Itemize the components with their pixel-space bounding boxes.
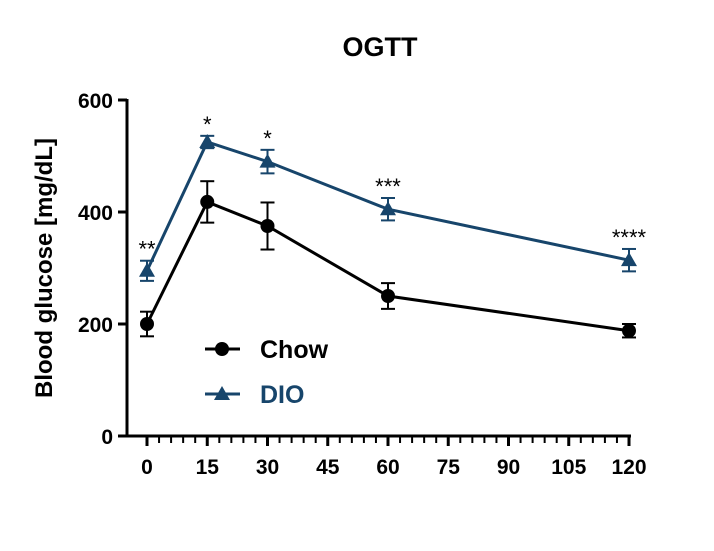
significance-label: ** bbox=[138, 237, 156, 262]
data-point bbox=[621, 252, 637, 267]
axes: 0 200 400 600 0 15 30 45 60 75 90 105 120 bbox=[78, 90, 647, 479]
legend-label: Chow bbox=[260, 336, 329, 364]
chart-title: OGTT bbox=[343, 32, 418, 62]
data-point bbox=[139, 262, 155, 277]
significance-label: * bbox=[263, 126, 272, 151]
legend-label: DIO bbox=[260, 381, 304, 409]
triangle-marker-icon bbox=[214, 386, 230, 400]
x-tick-label: 0 bbox=[141, 456, 153, 479]
circle-marker-icon bbox=[215, 342, 229, 356]
series-chow bbox=[140, 180, 636, 339]
x-tick-label: 45 bbox=[316, 456, 340, 479]
y-tick-label: 400 bbox=[78, 202, 113, 225]
data-point bbox=[260, 219, 275, 233]
data-point bbox=[259, 153, 276, 168]
legend-item-chow: Chow bbox=[205, 336, 329, 364]
x-tick-label: 60 bbox=[376, 456, 399, 479]
significance-label: **** bbox=[612, 225, 647, 250]
plot-area: *********** bbox=[138, 112, 647, 339]
x-tick-label: 30 bbox=[256, 456, 279, 479]
x-tick-label: 120 bbox=[611, 456, 646, 479]
x-tick-label: 75 bbox=[437, 456, 461, 479]
x-tick-label: 15 bbox=[196, 456, 220, 479]
y-tick-label: 0 bbox=[101, 426, 113, 449]
data-point bbox=[200, 194, 215, 209]
data-point bbox=[380, 201, 396, 216]
y-tick-label: 200 bbox=[78, 314, 113, 337]
x-tick-label: 90 bbox=[497, 456, 520, 479]
y-tick-label: 600 bbox=[78, 90, 113, 113]
data-point bbox=[381, 289, 395, 303]
x-tick-label: 105 bbox=[551, 456, 586, 479]
legend-item-dio: DIO bbox=[205, 381, 304, 409]
data-point bbox=[622, 323, 636, 338]
data-point bbox=[199, 134, 216, 148]
legend: Chow DIO bbox=[205, 336, 329, 409]
significance-label: * bbox=[203, 112, 212, 137]
significance-label: *** bbox=[375, 174, 401, 199]
series-dio bbox=[139, 134, 637, 282]
y-axis-label: Blood glucose [mg/dL] bbox=[31, 138, 58, 398]
data-point bbox=[140, 317, 154, 331]
